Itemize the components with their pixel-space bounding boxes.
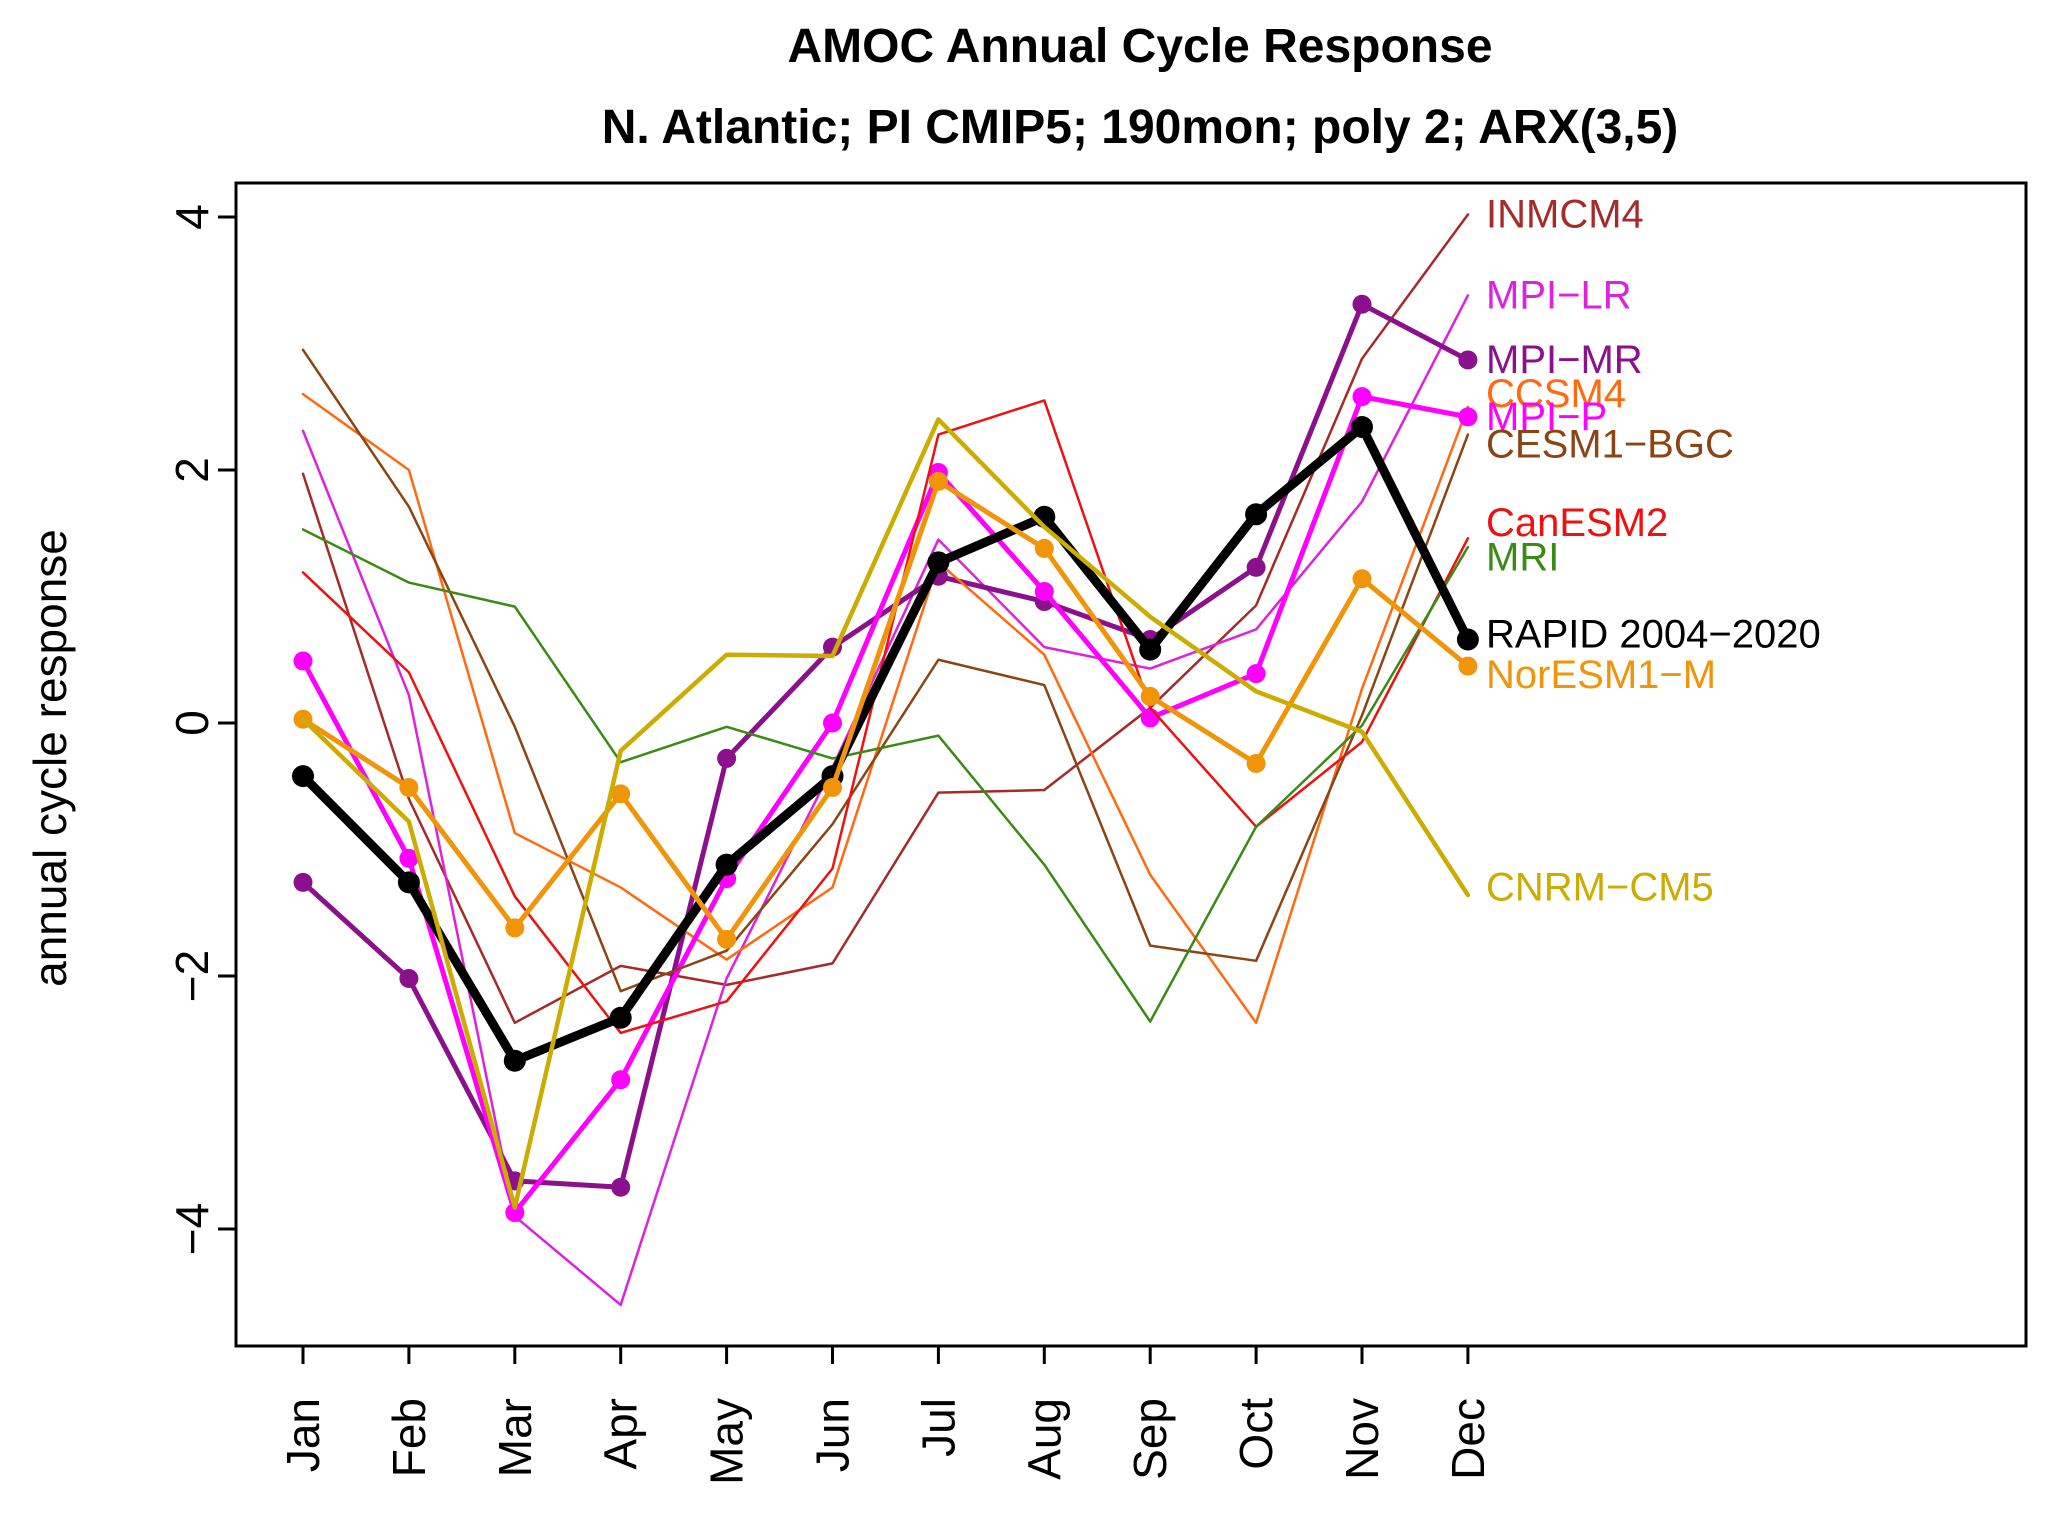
x-tick-label: Sep — [1124, 1398, 1176, 1480]
data-point — [1034, 581, 1054, 601]
data-point — [1458, 656, 1478, 676]
data-point — [1352, 569, 1372, 589]
data-point — [1456, 628, 1479, 651]
data-point — [1458, 407, 1478, 427]
data-point — [1139, 638, 1162, 661]
y-axis: −4 −2 0 2 4 — [166, 204, 236, 1255]
series-line — [298, 422, 1473, 1066]
data-point — [1246, 753, 1266, 773]
data-point — [399, 969, 419, 989]
data-point — [611, 1177, 631, 1197]
data-point — [505, 918, 525, 938]
data-point — [1351, 415, 1373, 438]
y-tick-label: 2 — [166, 457, 218, 483]
x-tick-label: Aug — [1018, 1398, 1070, 1480]
series-label: MPI−P — [1486, 395, 1607, 439]
x-tick-label: Oct — [1230, 1398, 1282, 1470]
data-point — [293, 872, 313, 892]
y-tick-label: 4 — [166, 204, 218, 230]
data-point — [1352, 294, 1372, 314]
x-tick-label: Mar — [489, 1398, 541, 1477]
series-line — [301, 294, 1470, 1307]
series-4 — [293, 387, 1478, 1223]
series-6 — [301, 399, 1470, 1035]
series-label: CanESM2 — [1486, 501, 1668, 545]
data-point — [823, 713, 842, 733]
series-label: INMCM4 — [1486, 192, 1644, 236]
data-point — [927, 551, 950, 574]
y-axis-label: annual cycle response — [24, 529, 76, 987]
x-tick-label: Jan — [277, 1398, 329, 1472]
plot-frame — [234, 181, 2028, 1348]
series-5 — [301, 348, 1470, 993]
data-point — [1246, 557, 1266, 577]
data-point — [1034, 538, 1054, 558]
data-point — [715, 853, 738, 876]
series-line — [301, 399, 1470, 1035]
x-tick-label: May — [701, 1398, 753, 1485]
series-line — [301, 528, 1470, 1023]
series-label: MPI−MR — [1486, 338, 1643, 382]
series-0 — [301, 213, 1470, 1025]
x-tick-label: Nov — [1336, 1398, 1388, 1480]
series-10 — [300, 417, 1471, 1210]
x-tick-label: Apr — [595, 1398, 647, 1470]
series-layer — [292, 213, 1479, 1307]
data-point — [293, 651, 313, 671]
data-point — [1140, 708, 1160, 728]
series-3 — [301, 392, 1470, 1025]
chart-title: AMOC Annual Cycle Response — [787, 20, 1492, 73]
series-label: NorESM1−M — [1486, 653, 1716, 697]
data-point — [1458, 350, 1478, 370]
x-tick-label: Jun — [807, 1398, 859, 1472]
x-tick-label: Dec — [1442, 1398, 1494, 1480]
data-point — [611, 1070, 631, 1090]
x-tick-label: Jul — [912, 1398, 964, 1457]
data-point — [292, 765, 314, 788]
series-7 — [301, 528, 1470, 1023]
data-point — [505, 1203, 525, 1223]
data-point — [503, 1049, 526, 1072]
y-tick-label: −2 — [166, 950, 218, 1002]
series-label: CCSM4 — [1486, 372, 1626, 416]
data-point — [1352, 387, 1372, 407]
series-line — [301, 392, 1470, 1025]
y-tick-label: −4 — [166, 1203, 218, 1255]
x-axis: Jan Feb Mar Apr May Jun Jul Aug Sep Oct Nov Dec — [277, 1346, 1494, 1485]
series-line — [300, 394, 1471, 1216]
series-label: CESM1−BGC — [1486, 423, 1734, 467]
data-point — [928, 471, 948, 491]
data-point — [1140, 686, 1160, 706]
series-label: MRI — [1486, 535, 1559, 579]
data-point — [717, 748, 737, 768]
series-line — [301, 213, 1470, 1025]
data-point — [397, 871, 420, 894]
data-point — [399, 848, 419, 868]
data-point — [1245, 503, 1268, 526]
data-point — [1246, 664, 1266, 684]
data-point — [823, 778, 842, 798]
series-8 — [292, 415, 1479, 1072]
data-point — [717, 929, 737, 949]
x-tick-label: Feb — [383, 1398, 435, 1477]
series-line — [301, 348, 1470, 993]
series-label: MPI−LR — [1486, 273, 1632, 317]
series-label: RAPID 2004−2020 — [1486, 612, 1821, 656]
data-point — [609, 1006, 632, 1029]
y-tick-label: 0 — [166, 710, 218, 736]
series-line — [300, 478, 1471, 942]
series-1 — [301, 294, 1470, 1307]
series-label: CNRM−CM5 — [1486, 865, 1714, 909]
series-9 — [293, 471, 1478, 949]
data-point — [611, 784, 631, 804]
series-line — [300, 417, 1471, 1210]
data-point — [399, 778, 419, 798]
chart-subtitle: N. Atlantic; PI CMIP5; 190mon; poly 2; A… — [602, 101, 1679, 154]
